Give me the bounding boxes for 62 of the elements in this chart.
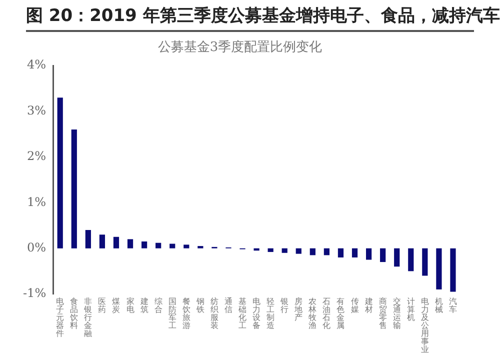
x-tick-label: 传媒 [350,297,359,314]
x-tick-label: 电力设备 [252,297,261,330]
x-tick-label: 银行 [280,297,289,314]
bar [282,248,288,253]
x-tick-label: 通信 [224,297,232,314]
x-tick-label: 国防军工 [168,297,176,330]
y-tick-label: 4% [27,58,46,72]
bar [170,244,176,248]
bar [324,248,330,256]
bar [57,98,63,248]
x-tick-label: 农林牧渔 [308,297,317,330]
bar [408,248,414,272]
x-tick-label: 有色金属 [336,297,345,330]
x-tick-label: 家电 [126,297,134,314]
bar [85,230,91,248]
x-tick-label: 餐饮旅游 [181,297,190,330]
bar [127,239,134,248]
x-tick-label: 建材 [364,297,373,314]
x-tick-label: 基础化工 [238,297,247,330]
bar [436,248,442,290]
x-tick-label: 交通运输 [392,297,401,330]
x-tick-label: 煤炭 [112,297,120,314]
x-tick-label: 计算机 [406,297,415,322]
bar [99,234,106,248]
x-tick-label: 食品饮料 [69,297,78,330]
bar [71,130,77,248]
bar [310,248,316,256]
x-tick-label: 汽车 [448,297,457,314]
bar [338,248,344,258]
bar [254,248,260,251]
bar [113,236,120,248]
x-tick-label: 电力及公用事业 [420,297,429,354]
bar [352,248,358,258]
chart-title: 图 20：2019 年第三季度公募基金增持电子、食品，减持汽车 [26,5,500,28]
y-tick-label: 0% [27,240,46,254]
x-tick-label: 钢铁 [195,297,204,314]
bar [156,242,162,248]
y-tick-label: 3% [27,103,46,118]
bar [296,248,302,254]
x-tick-label: 医药 [98,297,106,314]
x-tick-label: 房地产 [294,297,303,322]
x-tick-label: 纺织服装 [210,297,218,330]
bar [394,248,400,267]
bar [380,248,386,262]
x-tick-label: 机械 [434,297,443,314]
x-tick-label: 电子元器件 [56,297,64,338]
x-tick-label: 轻工制造 [266,297,275,330]
x-tick-label: 建筑 [139,297,148,314]
y-tick-label: 2% [27,149,46,164]
bar [422,248,428,276]
x-tick-label: 非银行金融 [83,297,92,338]
bar [366,248,372,260]
chart-subtitle: 公募基金3季度配置比例变化 [158,39,322,56]
bar [141,241,148,248]
x-tick-label: 综合 [154,297,162,314]
y-tick-label: -1% [23,286,46,300]
bar [450,248,456,292]
y-tick-label: 1% [27,194,46,209]
x-tick-label: 石油石化 [322,297,331,330]
bar [268,248,274,252]
bar [184,244,190,248]
x-tick-label: 商贸零售 [378,297,387,330]
